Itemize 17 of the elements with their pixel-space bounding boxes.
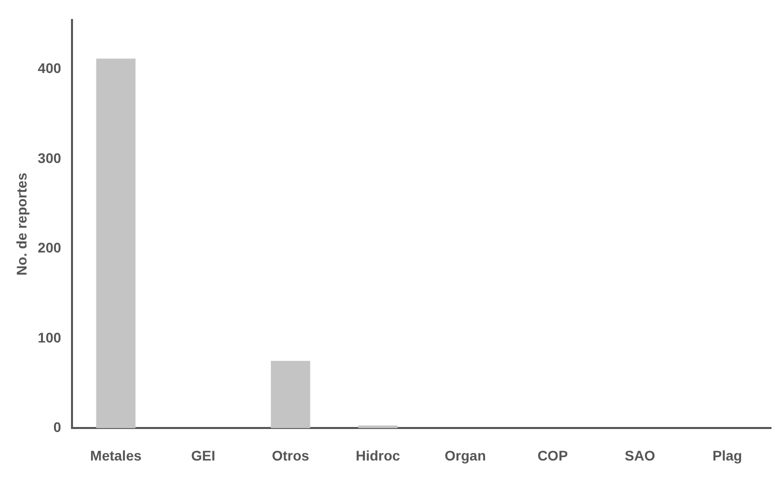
x-tick-label: Organ bbox=[444, 447, 486, 464]
y-tick-label: 400 bbox=[38, 60, 62, 76]
x-tick-label: SAO bbox=[624, 447, 656, 464]
y-tick-label: 300 bbox=[38, 150, 62, 166]
y-axis-title: No. de reportes bbox=[13, 172, 30, 276]
bar bbox=[358, 426, 398, 428]
x-tick-label: Otros bbox=[272, 447, 310, 464]
x-tick-label: Metales bbox=[90, 447, 142, 464]
bar bbox=[96, 58, 136, 428]
bar bbox=[270, 360, 310, 428]
x-tick-label: COP bbox=[537, 447, 568, 464]
y-tick-label: 0 bbox=[53, 419, 62, 436]
x-tick-label: GEI bbox=[191, 447, 216, 464]
y-tick-label: 200 bbox=[38, 240, 62, 256]
y-tick-label: 100 bbox=[38, 329, 62, 346]
x-tick-label: Hidroc bbox=[356, 447, 400, 464]
x-tick-label: Plag bbox=[712, 447, 742, 464]
